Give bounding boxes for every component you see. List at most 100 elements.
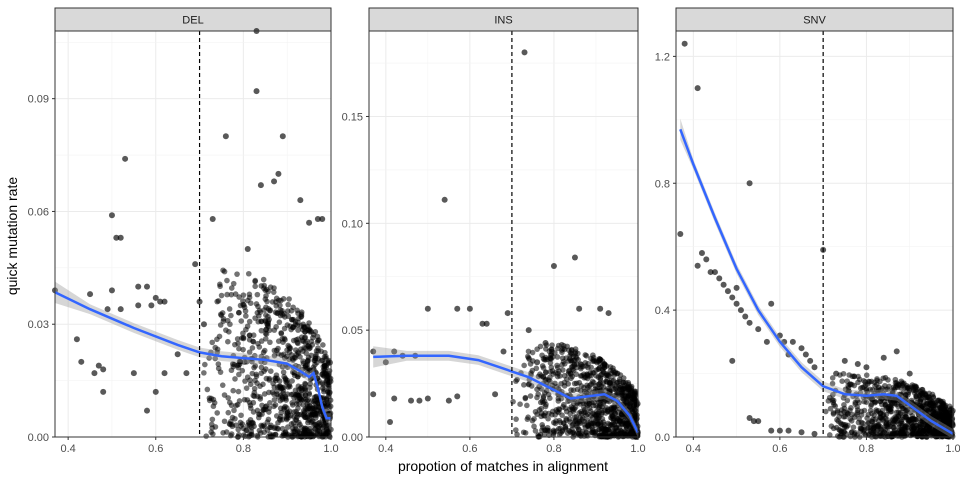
- data-point: [539, 363, 546, 369]
- data-point: [913, 384, 919, 391]
- data-point: [258, 318, 265, 325]
- data-point: [854, 361, 861, 368]
- data-point: [235, 426, 242, 433]
- data-point: [855, 379, 861, 386]
- data-point: [601, 421, 608, 428]
- data-point: [262, 330, 269, 337]
- data-point: [236, 371, 242, 378]
- data-point: [235, 364, 242, 371]
- data-point: [839, 378, 845, 385]
- data-point: [594, 396, 600, 403]
- data-point: [315, 337, 321, 344]
- data-point: [242, 378, 248, 384]
- data-point: [290, 323, 297, 330]
- data-point: [230, 280, 237, 287]
- data-point: [893, 348, 900, 355]
- data-point: [576, 426, 582, 432]
- data-point: [211, 399, 218, 406]
- data-point: [272, 431, 279, 438]
- data-point: [285, 424, 291, 430]
- data-point: [755, 326, 762, 333]
- data-point: [286, 296, 292, 302]
- data-point: [544, 427, 550, 433]
- data-point: [307, 345, 313, 351]
- data-point: [306, 219, 313, 226]
- data-point: [584, 375, 591, 382]
- data-point: [883, 422, 890, 428]
- data-point: [243, 326, 249, 333]
- data-point: [312, 355, 319, 362]
- data-point: [260, 381, 266, 388]
- data-point: [261, 423, 268, 430]
- data-point: [222, 133, 229, 140]
- data-point: [520, 429, 527, 436]
- data-point: [510, 398, 516, 405]
- data-point: [278, 330, 285, 337]
- data-point: [295, 340, 301, 347]
- x-tick-label: 0.4: [686, 443, 701, 455]
- data-point: [302, 381, 309, 388]
- data-point: [789, 338, 796, 345]
- data-point: [246, 291, 253, 298]
- data-point: [248, 424, 255, 431]
- data-point: [548, 351, 555, 358]
- data-point: [297, 197, 304, 204]
- data-point: [215, 365, 222, 372]
- data-point: [681, 40, 688, 47]
- data-point: [834, 433, 841, 439]
- data-point: [539, 352, 545, 359]
- data-point: [239, 367, 246, 374]
- data-point: [260, 349, 267, 356]
- data-point: [196, 298, 203, 305]
- data-point: [298, 387, 305, 394]
- data-point: [212, 344, 219, 351]
- data-point: [533, 365, 540, 372]
- data-point: [304, 358, 311, 365]
- data-point: [941, 418, 948, 425]
- data-point: [227, 418, 234, 425]
- data-point: [593, 418, 599, 424]
- data-point: [776, 427, 783, 434]
- panel-border: [54, 30, 332, 438]
- data-point: [209, 215, 216, 222]
- data-point: [939, 400, 946, 407]
- data-point: [830, 411, 837, 417]
- data-point: [573, 371, 580, 378]
- data-point: [235, 388, 242, 395]
- data-point: [300, 321, 306, 328]
- data-point: [557, 373, 563, 379]
- data-point: [621, 389, 628, 396]
- y-tick-label: 0.8: [655, 178, 670, 190]
- data-point: [238, 318, 245, 324]
- data-point: [526, 356, 532, 362]
- data-point: [284, 391, 291, 397]
- data-point: [254, 310, 261, 316]
- data-point: [596, 381, 603, 387]
- x-axis-title: propotion of matches in alignment: [398, 458, 608, 474]
- data-point: [504, 310, 511, 317]
- data-point: [204, 386, 211, 393]
- data-point: [545, 377, 552, 383]
- data-point: [266, 409, 272, 415]
- data-point: [538, 413, 545, 420]
- data-point: [323, 353, 329, 360]
- data-point: [928, 402, 935, 409]
- y-axis-title: quick mutation rate: [4, 177, 20, 295]
- data-point: [729, 294, 736, 301]
- data-point: [232, 341, 238, 348]
- data-point: [933, 431, 940, 438]
- panel-del: DEL 0.4 0.6 0.8 1.0 0.00 0.03 0.06 0.09: [28, 7, 339, 455]
- data-point: [746, 414, 753, 421]
- data-point: [306, 391, 313, 398]
- data-point: [622, 431, 628, 438]
- data-point: [596, 404, 603, 411]
- data-point: [249, 358, 255, 365]
- data-point: [854, 397, 861, 404]
- data-point: [582, 409, 589, 416]
- data-point: [861, 398, 867, 405]
- data-point: [391, 395, 398, 402]
- data-point: [873, 408, 880, 415]
- x-tick-label: 0.8: [236, 443, 251, 455]
- data-point: [930, 394, 937, 400]
- data-point: [295, 349, 301, 355]
